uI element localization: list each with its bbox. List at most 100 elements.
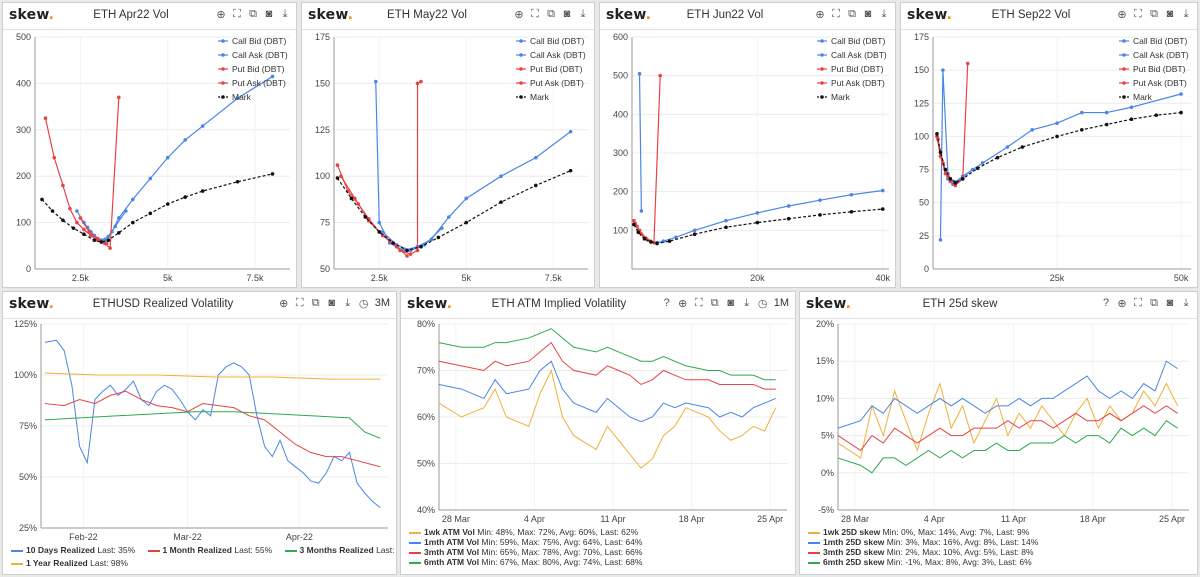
copy-icon[interactable]: ⧉ — [710, 297, 719, 309]
data-point — [75, 209, 79, 213]
copy-icon[interactable]: ⧉ — [249, 8, 257, 20]
copy-icon[interactable]: ⧉ — [547, 8, 555, 20]
zoom-in-icon[interactable]: ⊕ — [815, 9, 825, 21]
range-selector[interactable]: 3M — [374, 297, 390, 309]
data-point — [104, 241, 109, 246]
expand-icon[interactable]: ⛶ — [1134, 297, 1142, 309]
series-line — [44, 97, 120, 250]
data-point — [436, 235, 441, 240]
copy-icon[interactable]: ⧉ — [1150, 8, 1158, 20]
download-icon[interactable]: ⤓ — [345, 297, 351, 309]
data-point — [943, 167, 948, 172]
download-icon[interactable]: ⤓ — [1183, 297, 1189, 309]
data-point — [667, 239, 672, 243]
legend-item-3m[interactable]: 3 Months Realized Last: 69% — [284, 545, 396, 555]
camera-icon[interactable]: ◙ — [1166, 297, 1174, 309]
expand-icon[interactable]: ⛶ — [694, 297, 703, 309]
data-point — [419, 244, 423, 249]
legend-label: Call Ask (DBT) — [530, 50, 586, 60]
legend-item-3mth[interactable]: 3mth 25D skew Min: 2%, Max: 10%, Avg: 5%… — [808, 547, 1193, 557]
expand-icon[interactable]: ⛶ — [233, 8, 241, 20]
legend: 1wk 25D skew Min: 0%, Max: 14%, Avg: 7%,… — [808, 527, 1193, 567]
data-point — [377, 220, 382, 225]
data-point — [87, 230, 91, 234]
camera-icon[interactable]: ◙ — [328, 297, 336, 309]
data-point — [92, 238, 97, 243]
legend-item-1m[interactable]: 1 Month Realized Last: 55% — [147, 545, 272, 555]
legend-marker — [519, 81, 523, 85]
camera-icon[interactable]: ◙ — [864, 8, 872, 20]
zoom-in-icon[interactable]: ⊕ — [678, 298, 688, 310]
legend-marker — [221, 81, 225, 85]
data-point — [71, 226, 76, 230]
expand-icon[interactable]: ⛶ — [832, 8, 840, 20]
expand-icon[interactable]: ⛶ — [1134, 8, 1142, 20]
legend-item-6mth[interactable]: 6mth ATM Vol Min: 67%, Max: 80%, Avg: 74… — [409, 557, 794, 567]
legend-item-10d[interactable]: 10 Days Realized Last: 35% — [11, 545, 135, 555]
data-point — [499, 200, 503, 204]
clock-icon[interactable]: ◷ — [757, 298, 768, 310]
copy-icon[interactable]: ⧉ — [848, 8, 856, 20]
y-tick-label: 300 — [16, 125, 31, 135]
series-line — [637, 189, 883, 244]
legend-item-3mth[interactable]: 3mth ATM Vol Min: 65%, Max: 78%, Avg: 70… — [409, 547, 794, 557]
download-icon[interactable]: ⤓ — [580, 8, 586, 20]
x-tick-label: 2.5k — [72, 273, 90, 283]
y-tick-label: 60% — [417, 412, 435, 422]
y-tick-label: 80% — [417, 319, 435, 329]
legend-item-1mth[interactable]: 1mth 25D skew Min: 3%, Max: 16%, Avg: 8%… — [808, 537, 1193, 547]
legend-label: Put Ask (DBT) — [232, 78, 286, 88]
camera-icon[interactable]: ◙ — [563, 8, 571, 20]
download-icon[interactable]: ⤓ — [881, 8, 887, 20]
legend-row: 1 Year Realized Last: 98% — [11, 558, 391, 568]
help-icon[interactable]: ? — [663, 297, 670, 309]
data-point — [117, 95, 121, 100]
y-tick-label: 10% — [816, 393, 834, 403]
camera-icon[interactable]: ◙ — [727, 297, 735, 309]
legend-label: Call Bid (DBT) — [530, 36, 584, 46]
range-selector[interactable]: 1M — [773, 297, 789, 309]
data-point — [380, 230, 385, 234]
zoom-in-icon[interactable]: ⊕ — [216, 9, 226, 21]
clock-icon[interactable]: ◷ — [358, 298, 369, 310]
legend-item-1mth[interactable]: 1mth ATM Vol Min: 59%, Max: 75%, Avg: 64… — [409, 537, 794, 547]
zoom-in-icon[interactable]: ⊕ — [514, 9, 524, 21]
data-point — [464, 196, 469, 201]
data-point — [349, 196, 354, 201]
data-point — [447, 215, 451, 219]
series-line — [86, 210, 127, 241]
data-point — [499, 174, 503, 178]
download-icon[interactable]: ⤓ — [744, 297, 750, 309]
download-icon[interactable]: ⤓ — [1183, 8, 1189, 20]
zoom-in-icon[interactable]: ⊕ — [279, 298, 289, 310]
legend-item-1wk[interactable]: 1wk 25D skew Min: 0%, Max: 14%, Avg: 7%,… — [808, 527, 1193, 537]
expand-icon[interactable]: ⛶ — [531, 8, 539, 20]
legend-marker — [221, 53, 225, 57]
download-icon[interactable]: ⤓ — [282, 8, 288, 20]
legend-item-1y[interactable]: 1 Year Realized Last: 98% — [11, 558, 128, 568]
series-line — [936, 111, 1182, 184]
data-point — [405, 254, 409, 258]
data-point — [975, 166, 980, 171]
camera-icon[interactable]: ◙ — [1166, 8, 1174, 20]
help-icon[interactable]: ? — [1102, 297, 1110, 309]
chart-rv: 25% 50% 75% 100% 125% Feb-22 Mar-22 Apr-22 — [14, 319, 388, 542]
zoom-in-icon[interactable]: ⊕ — [1117, 298, 1127, 310]
camera-icon[interactable]: ◙ — [265, 8, 273, 20]
legend-label: Mark — [530, 92, 550, 102]
panel-toolbar: ⊕ ⛶ ⧉ ◙ ⤓ ◷ 3M — [279, 297, 390, 310]
legend-marker — [221, 67, 225, 71]
data-point — [200, 189, 205, 193]
copy-icon[interactable]: ⧉ — [311, 297, 320, 309]
zoom-in-icon[interactable]: ⊕ — [1117, 9, 1127, 21]
expand-icon[interactable]: ⛶ — [295, 297, 304, 309]
data-point — [78, 216, 83, 220]
x-tick-label: 4 Apr — [924, 514, 945, 524]
panel-header: skew. ETH 25d skew ? ⊕ ⛶ ⧉ ◙ ⤓ — [800, 292, 1197, 319]
data-point — [1055, 134, 1059, 139]
copy-icon[interactable]: ⧉ — [1150, 297, 1158, 309]
y-tick-label: 125 — [315, 125, 330, 135]
y-tick-label: 50 — [919, 198, 929, 208]
legend-item-1wk[interactable]: 1wk ATM Vol Min: 48%, Max: 72%, Avg: 60%… — [409, 527, 794, 537]
legend-item-6mth[interactable]: 6mth 25D skew Min: -1%, Max: 8%, Avg: 3%… — [808, 557, 1193, 567]
